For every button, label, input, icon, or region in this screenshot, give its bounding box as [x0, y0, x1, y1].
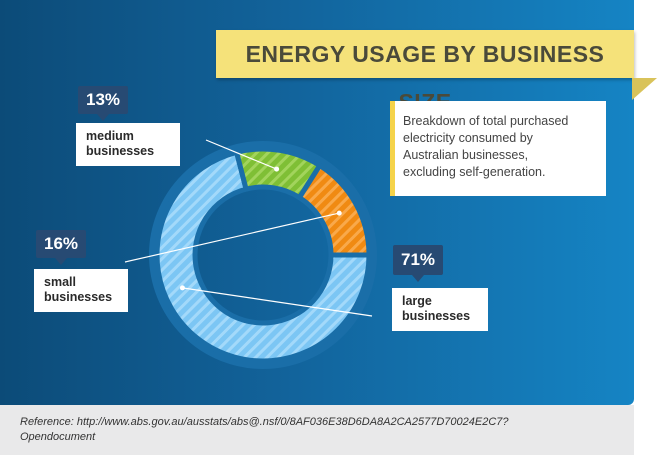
reference-footer: Reference: http://www.abs.gov.au/ausstat…: [0, 405, 634, 455]
leader-line: [205, 139, 277, 170]
leader-line: [182, 287, 373, 317]
slice-small-businesses: [295, 162, 372, 258]
leader-dot: [179, 285, 185, 291]
label-line: small: [44, 275, 76, 289]
leader-line: [124, 212, 340, 263]
pct-badge-small: 16%: [36, 230, 86, 265]
leader-dot: [336, 210, 342, 216]
description-line: Breakdown of total purchased: [403, 114, 569, 128]
donut-chart: [124, 139, 377, 369]
description-line: electricity consumed by: [403, 131, 533, 145]
label-line: businesses: [44, 290, 113, 304]
reference-line: Opendocument: [20, 431, 96, 443]
title-banner-fold: [632, 78, 657, 100]
description-box: Breakdown of total purchased electricity…: [390, 101, 606, 196]
leader-dot: [274, 166, 280, 172]
label-line: businesses: [86, 144, 155, 158]
pct-badge-large: 71%: [393, 245, 443, 282]
label-small-businesses: small businesses: [34, 269, 128, 312]
label-medium-businesses: medium businesses: [76, 123, 180, 166]
label-line: medium: [86, 129, 134, 143]
pct-badge-medium: 13%: [78, 86, 128, 121]
label-line: large: [402, 294, 432, 308]
label-line: businesses: [402, 309, 471, 323]
description-line: Australian businesses,: [403, 148, 529, 162]
description-line: excluding self-generation.: [403, 165, 546, 179]
chart-title: ENERGY USAGE BY BUSINESS SIZE: [245, 41, 605, 115]
title-banner: [216, 30, 634, 78]
reference-line: Reference: http://www.abs.gov.au/ausstat…: [20, 416, 509, 428]
slice-large-businesses: [154, 149, 372, 364]
label-large-businesses: large businesses: [392, 288, 488, 331]
